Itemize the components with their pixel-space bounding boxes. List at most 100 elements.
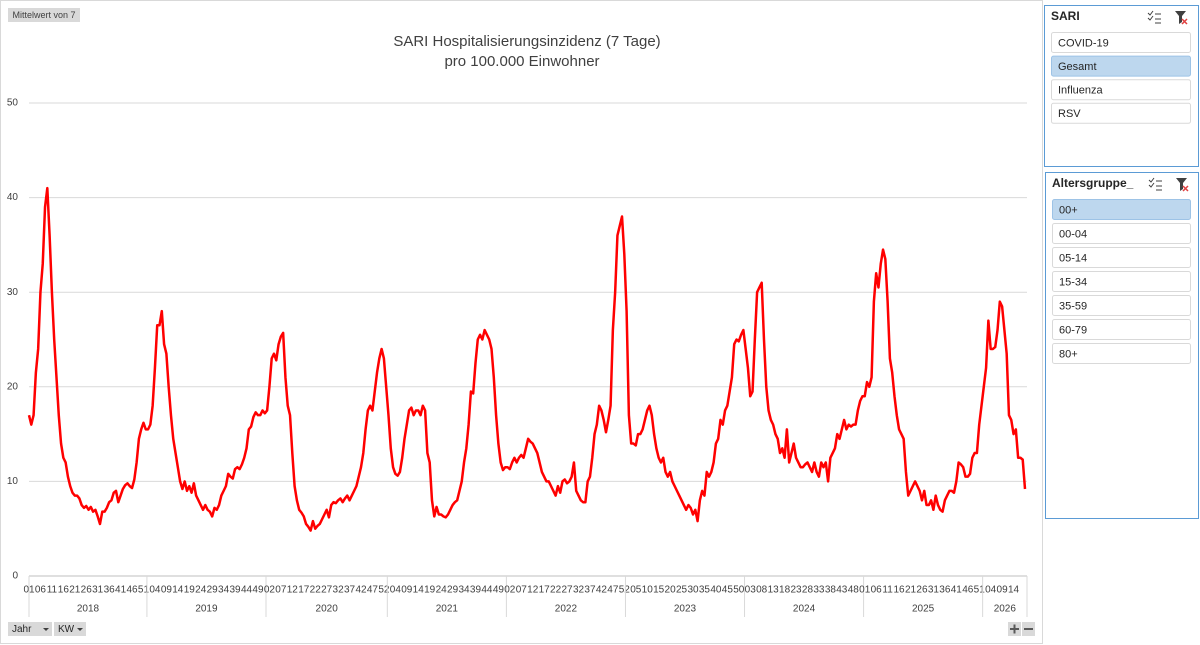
year-label: 2022: [555, 604, 578, 615]
x-tick-label: 13: [768, 585, 780, 596]
y-tick-label: 50: [7, 98, 19, 109]
x-tick-label: 09: [401, 585, 413, 596]
x-tick-label: 45: [722, 585, 734, 596]
x-tick-label: 12: [527, 585, 539, 596]
x-tick-label: 01: [859, 585, 871, 596]
x-tick-label: 23: [790, 585, 802, 596]
slicer-item-label: 15-34: [1059, 276, 1087, 288]
x-tick-label: 22: [310, 585, 322, 596]
field-button-label: Jahr: [12, 624, 32, 635]
slicer-item[interactable]: [1052, 343, 1191, 364]
x-tick-label: 04: [985, 585, 997, 596]
x-tick-label: 39: [230, 585, 242, 596]
slicer-item[interactable]: [1051, 79, 1191, 101]
clear-filter-icon[interactable]: [1176, 178, 1187, 191]
year-label: 2025: [912, 604, 935, 615]
x-tick-label: 25: [676, 585, 688, 596]
year-label: 2020: [316, 604, 339, 615]
x-tick-label: 14: [413, 585, 425, 596]
clear-filter-x: [1182, 185, 1189, 192]
x-tick-label: 29: [207, 585, 219, 596]
x-tick-label: 16: [894, 585, 906, 596]
x-tick-label: 02: [264, 585, 276, 596]
slicer-item-label: 05-14: [1059, 252, 1087, 264]
value-button[interactable]: [8, 8, 80, 22]
x-tick-label: 44: [241, 585, 253, 596]
x-tick-label: 06: [35, 585, 47, 596]
x-tick-label: 52: [378, 585, 390, 596]
y-tick-label: 0: [12, 571, 18, 582]
x-tick-label: 22: [550, 585, 562, 596]
x-tick-label: 19: [184, 585, 196, 596]
x-tick-label: 02: [504, 585, 516, 596]
field-button[interactable]: [8, 622, 52, 636]
field-button[interactable]: [54, 622, 86, 636]
x-tick-label: 24: [436, 585, 448, 596]
slicer-item-label: 80+: [1059, 348, 1078, 360]
slicer-item-label: 00-04: [1059, 228, 1087, 240]
slicer-item[interactable]: [1052, 199, 1191, 220]
x-tick-label: 06: [871, 585, 883, 596]
year-label: 2023: [674, 604, 697, 615]
slicer-item[interactable]: [1052, 271, 1191, 292]
x-tick-label: 08: [756, 585, 768, 596]
x-tick-label: 43: [836, 585, 848, 596]
x-tick-label: 51: [138, 585, 150, 596]
slicer-item[interactable]: [1051, 32, 1191, 53]
x-tick-label: 14: [172, 585, 184, 596]
x-tick-label: 34: [458, 585, 470, 596]
x-tick-label: 47: [367, 585, 379, 596]
x-tick-label: 12: [287, 585, 299, 596]
x-tick-label: 50: [733, 585, 745, 596]
x-tick-label: 32: [333, 585, 345, 596]
x-tick-label: 36: [939, 585, 951, 596]
x-tick-label: 19: [424, 585, 436, 596]
slicer-title: Altersgruppe_: [1052, 176, 1134, 190]
slicer-item[interactable]: [1051, 55, 1191, 77]
slicer-item[interactable]: [1052, 295, 1191, 316]
x-tick-label: 33: [813, 585, 825, 596]
year-label: 2018: [77, 604, 100, 615]
x-tick-label: 27: [562, 585, 574, 596]
x-tick-label: 27: [321, 585, 333, 596]
x-tick-label: 29: [447, 585, 459, 596]
clear-filter-icon[interactable]: [1175, 11, 1186, 24]
x-tick-label: 07: [275, 585, 287, 596]
x-tick-label: 05: [630, 585, 642, 596]
x-tick-label: 17: [539, 585, 551, 596]
value-button-label: Mittelwert von 7: [12, 10, 75, 20]
data-line: [27, 186, 1027, 532]
slicer-item[interactable]: [1051, 102, 1191, 124]
x-tick-label: 51: [974, 585, 986, 596]
slicer-item[interactable]: [1052, 247, 1191, 268]
slicer-item-label: Influenza: [1058, 85, 1104, 97]
slicer-item[interactable]: [1052, 319, 1191, 340]
multi-select-icon[interactable]: [1148, 177, 1162, 191]
x-tick-label: 37: [344, 585, 356, 596]
plus-icon: [1010, 624, 1019, 634]
x-tick-label: 20: [665, 585, 677, 596]
x-tick-label: 42: [596, 585, 608, 596]
x-tick-label: 49: [493, 585, 505, 596]
x-tick-label: 21: [69, 585, 81, 596]
x-tick-label: 30: [687, 585, 699, 596]
x-tick-label: 15: [653, 585, 665, 596]
y-tick-label: 40: [7, 192, 19, 203]
x-tick-label: 52: [619, 585, 631, 596]
x-tick-label: 04: [390, 585, 402, 596]
x-tick-label: 21: [905, 585, 917, 596]
slicer-item-label: 00+: [1059, 204, 1078, 216]
multi-select-icon[interactable]: [1147, 10, 1161, 24]
slicer-item-label: COVID-19: [1058, 37, 1109, 49]
year-label: 2024: [793, 604, 816, 615]
y-tick-label: 10: [7, 476, 19, 487]
x-tick-label: 42: [355, 585, 367, 596]
x-tick-label: 31: [92, 585, 104, 596]
x-tick-label: 47: [607, 585, 619, 596]
field-button-label: KW: [58, 624, 75, 635]
dropdown-arrow: [43, 628, 49, 631]
x-tick-label: 09: [161, 585, 173, 596]
slicer-item[interactable]: [1052, 223, 1191, 244]
